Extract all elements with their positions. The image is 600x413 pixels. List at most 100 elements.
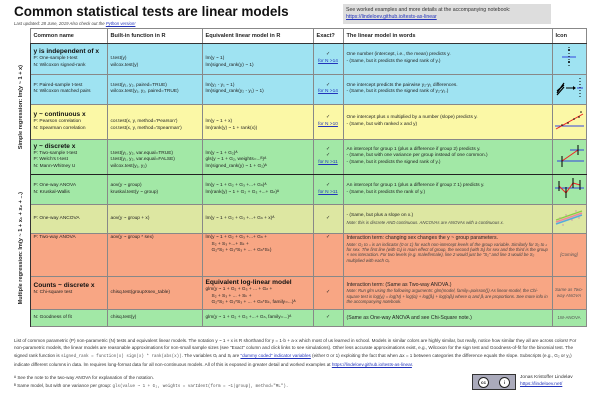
signed-rank-code: signed_rank = function(x) sign(x) * rank… [61,354,182,359]
cell-words: (Same as One-way ANOVA and see Chi-Squar… [342,308,553,327]
builtin-fn: wilcox.test(y) [110,62,139,68]
linear-model: lm(rank(y) ~ 1 + G₂ + G₃ +...+ Gₙ)ᴬ [205,189,280,195]
simple-regression-label: Simple regression: lm(y ~ 1 + x) [17,64,24,150]
check-icon: ✓ [312,232,344,277]
builtin-fn: t.test(y₁, y₂, var.equal=FALSE) [110,157,175,163]
cell-model: lm(y ~ 1 + G₂ + G₃ +...+ Gₙ + S₂ + S₃ +..… [201,232,314,277]
footer-text: . The variables Gᵢ and Sᵢ are [181,352,241,358]
builtin-fn: chisq.test(groupXsex_table) [110,290,170,296]
table-row: N: Goodness of fit chisq.test(y) glm(y ~… [13,308,587,327]
test-name: P: One-sample t-test [33,56,78,62]
check-icon: ✓ [325,182,331,188]
cell-words: One intercept predicts the pairwise y₂-y… [342,73,553,106]
col-exact: Exact? [312,28,344,44]
cell-model: lm(y₂ - y₁ ~ 1) lm(signed_rank(y₂ - y₁) ~… [201,73,314,106]
simulation-link[interactable]: for N >11 [318,160,338,166]
linear-model: lm(y ~ 1) [205,56,225,62]
gls-code: gls(value ~ 1 + G₂, weights = varIdent(f… [112,384,289,389]
test-name: N: Mann-Whitney U [33,164,76,170]
cell-name: y ~ continuous x P: Pearson correlation N:… [29,104,108,140]
test-name: N: Wilcoxon matched pairs [33,89,91,95]
words-line: One intercept plus x multiplied by a num… [346,115,478,121]
footnote-b-text: ᴮ Same model, but with one variance per … [14,382,113,388]
cell-exact: ✓ for N >11 [312,173,344,206]
anova-icon [551,173,587,206]
cell-words: One intercept plus x multiplied by a num… [342,104,553,140]
two-sample-icon [551,138,587,175]
model-heading: Equivalent log-linear model [205,279,292,287]
builtin-fn: t.test(y) [110,56,127,62]
col-common-name: Common name [29,28,108,44]
linear-model: lm(y ~ 1 + x) [205,119,233,125]
correlation-icon [551,104,587,140]
footer-text: . [411,361,414,367]
footer-bottom: ᴬ See the note to the two-way ANOVA for … [13,374,586,391]
linear-model: glm(y ~ 1 + G₂ + G₃ + ... + Gₙ + [205,287,273,293]
cell-builtin: t.test(y₁, y₂, var.equal=TRUE) t.test(y₁,… [106,138,203,175]
cell-model: lm(y ~ 1 + G₂)ᴬ gls(y ~ 1 + G₂, weights=.… [201,138,314,175]
linear-model: lm(signed_rank(y) ~ 1 + G₂)ᴬ [205,164,267,170]
col-linear-model: Equivalent linear model in R [201,28,314,44]
cell-builtin: t.test(y) wilcox.test(y) [106,43,203,75]
cell-words: Interaction term: changing sex changes t… [342,232,553,277]
col-icon: Icon [551,28,587,44]
linear-model: lm(signed_rank(y) ~ 1) [205,62,254,68]
attribution-icon: i [499,376,510,388]
paired-samples-icon [551,73,587,106]
simulation-link[interactable]: for N >14 [318,89,338,95]
footnote-b: ᴮ Same model, but with one variance per … [14,382,464,392]
check-icon: ✓ [325,146,331,152]
linear-model: S₂ + S₃ +...+ Sₖ + [211,241,249,247]
linear-model: G₂*S₂ + G₃*S₃ + ... + Gₙ*Sₖ, family=...)… [211,300,296,306]
words-line: - (Same, but with one variance per group… [346,153,488,159]
author-website-link[interactable]: https://lindeloev.net/ [520,382,563,388]
words-line: An intercept for group 1 (plus a differe… [346,146,481,152]
cell-builtin: aov(y ~ group + x) [106,204,203,234]
table-row: P: One-way ANCOVA aov(y ~ group + x) lm(… [13,204,587,234]
tests-as-linear-link[interactable]: https://lindeloev.github.io/tests-as-lin… [331,361,412,367]
check-icon: ✓ [325,115,331,121]
builtin-fn: cor.test(x, y, method='Pearson') [110,119,178,125]
check-icon: ✓ [325,52,331,58]
page-title: Common statistical tests are linear mode… [14,4,289,19]
side-label-multiple: Multiple regression: lm(y ~ 1 + x₁ + x₂ … [13,174,31,327]
cc-icon: cc [478,376,489,388]
simulation-link[interactable]: for N >14 [318,58,338,64]
header-row: Common name Built-in function in R Equiv… [13,28,587,44]
words-line: An intercept for group 1 (plus a differe… [346,182,485,188]
dummy-coding-link[interactable]: "dummy coded" indicator variables [240,352,311,358]
check-icon: ✓ [312,275,344,310]
cell-model: lm(y ~ 1) lm(signed_rank(y) ~ 1) [201,43,314,75]
group-heading: Counts ~ discrete x [33,282,95,290]
cell-exact: ✓ for N >10 [312,104,344,140]
python-version-link[interactable]: Python version! [105,21,136,26]
cell-exact: ✓ ✓ for N >11 [312,138,344,175]
same-as-twoway-label: Same as Two-way ANOVA [551,275,587,310]
cell-name: y is independent of x P: One-sample t-tes… [29,43,108,75]
col-builtin: Built-in function in R [106,28,203,44]
cell-exact: ✓ for N >14 [312,43,344,75]
tests-table: Common name Built-in function in R Equiv… [13,28,587,327]
linear-model: lm(y ~ 1 + G₂ + G₃ +...+ Gₙ)ᴬ [205,182,267,188]
cell-model: lm(y ~ 1 + G₂ + G₃ +...+ Gₙ + x)ᴬ [201,204,314,234]
note: Note: G₂ to ₙ is an indicator (0 or 1) f… [346,241,548,263]
cell-builtin: cor.test(x, y, method='Pearson') cor.test… [106,104,203,140]
cell-builtin: aov(y ~ group * sex) [106,232,203,277]
builtin-fn: t.test(y₁, y₂, paired=TRUE) [110,82,167,88]
notice-text: See worked examples and more details at … [346,7,511,13]
simulation-link[interactable]: for N >10 [318,121,338,127]
author-block: Jonas Kristoffer Lindeløv https://lindelo… [520,374,586,388]
cell-name: N: Goodness of fit [29,308,108,327]
notebook-link[interactable]: https://lindeloev.github.io/tests-as-lin… [346,14,437,20]
cell-builtin: chisq.test(groupXsex_table) [106,275,203,310]
cell-name: P: One-way ANCOVA [29,204,108,234]
builtin-fn: wilcox.test(y₁, y₂) [110,164,147,170]
cell-model: Equivalent log-linear model glm(y ~ 1 + G… [201,275,314,310]
test-name: P: One-way ANOVA [33,182,77,188]
table-row: y ~ continuous x P: Pearson correlation N:… [13,104,587,140]
multiple-regression-label: Multiple regression: lm(y ~ 1 + x₁ + x₂ … [17,192,24,305]
cell-exact: ✓ for N >14 [312,73,344,106]
test-name: N: Wilcoxon signed-rank [33,62,86,68]
cell-name: y ~ discrete x P: Two-sample t-test P: Wel… [29,138,108,175]
simulation-link[interactable]: for N >11 [318,189,338,195]
